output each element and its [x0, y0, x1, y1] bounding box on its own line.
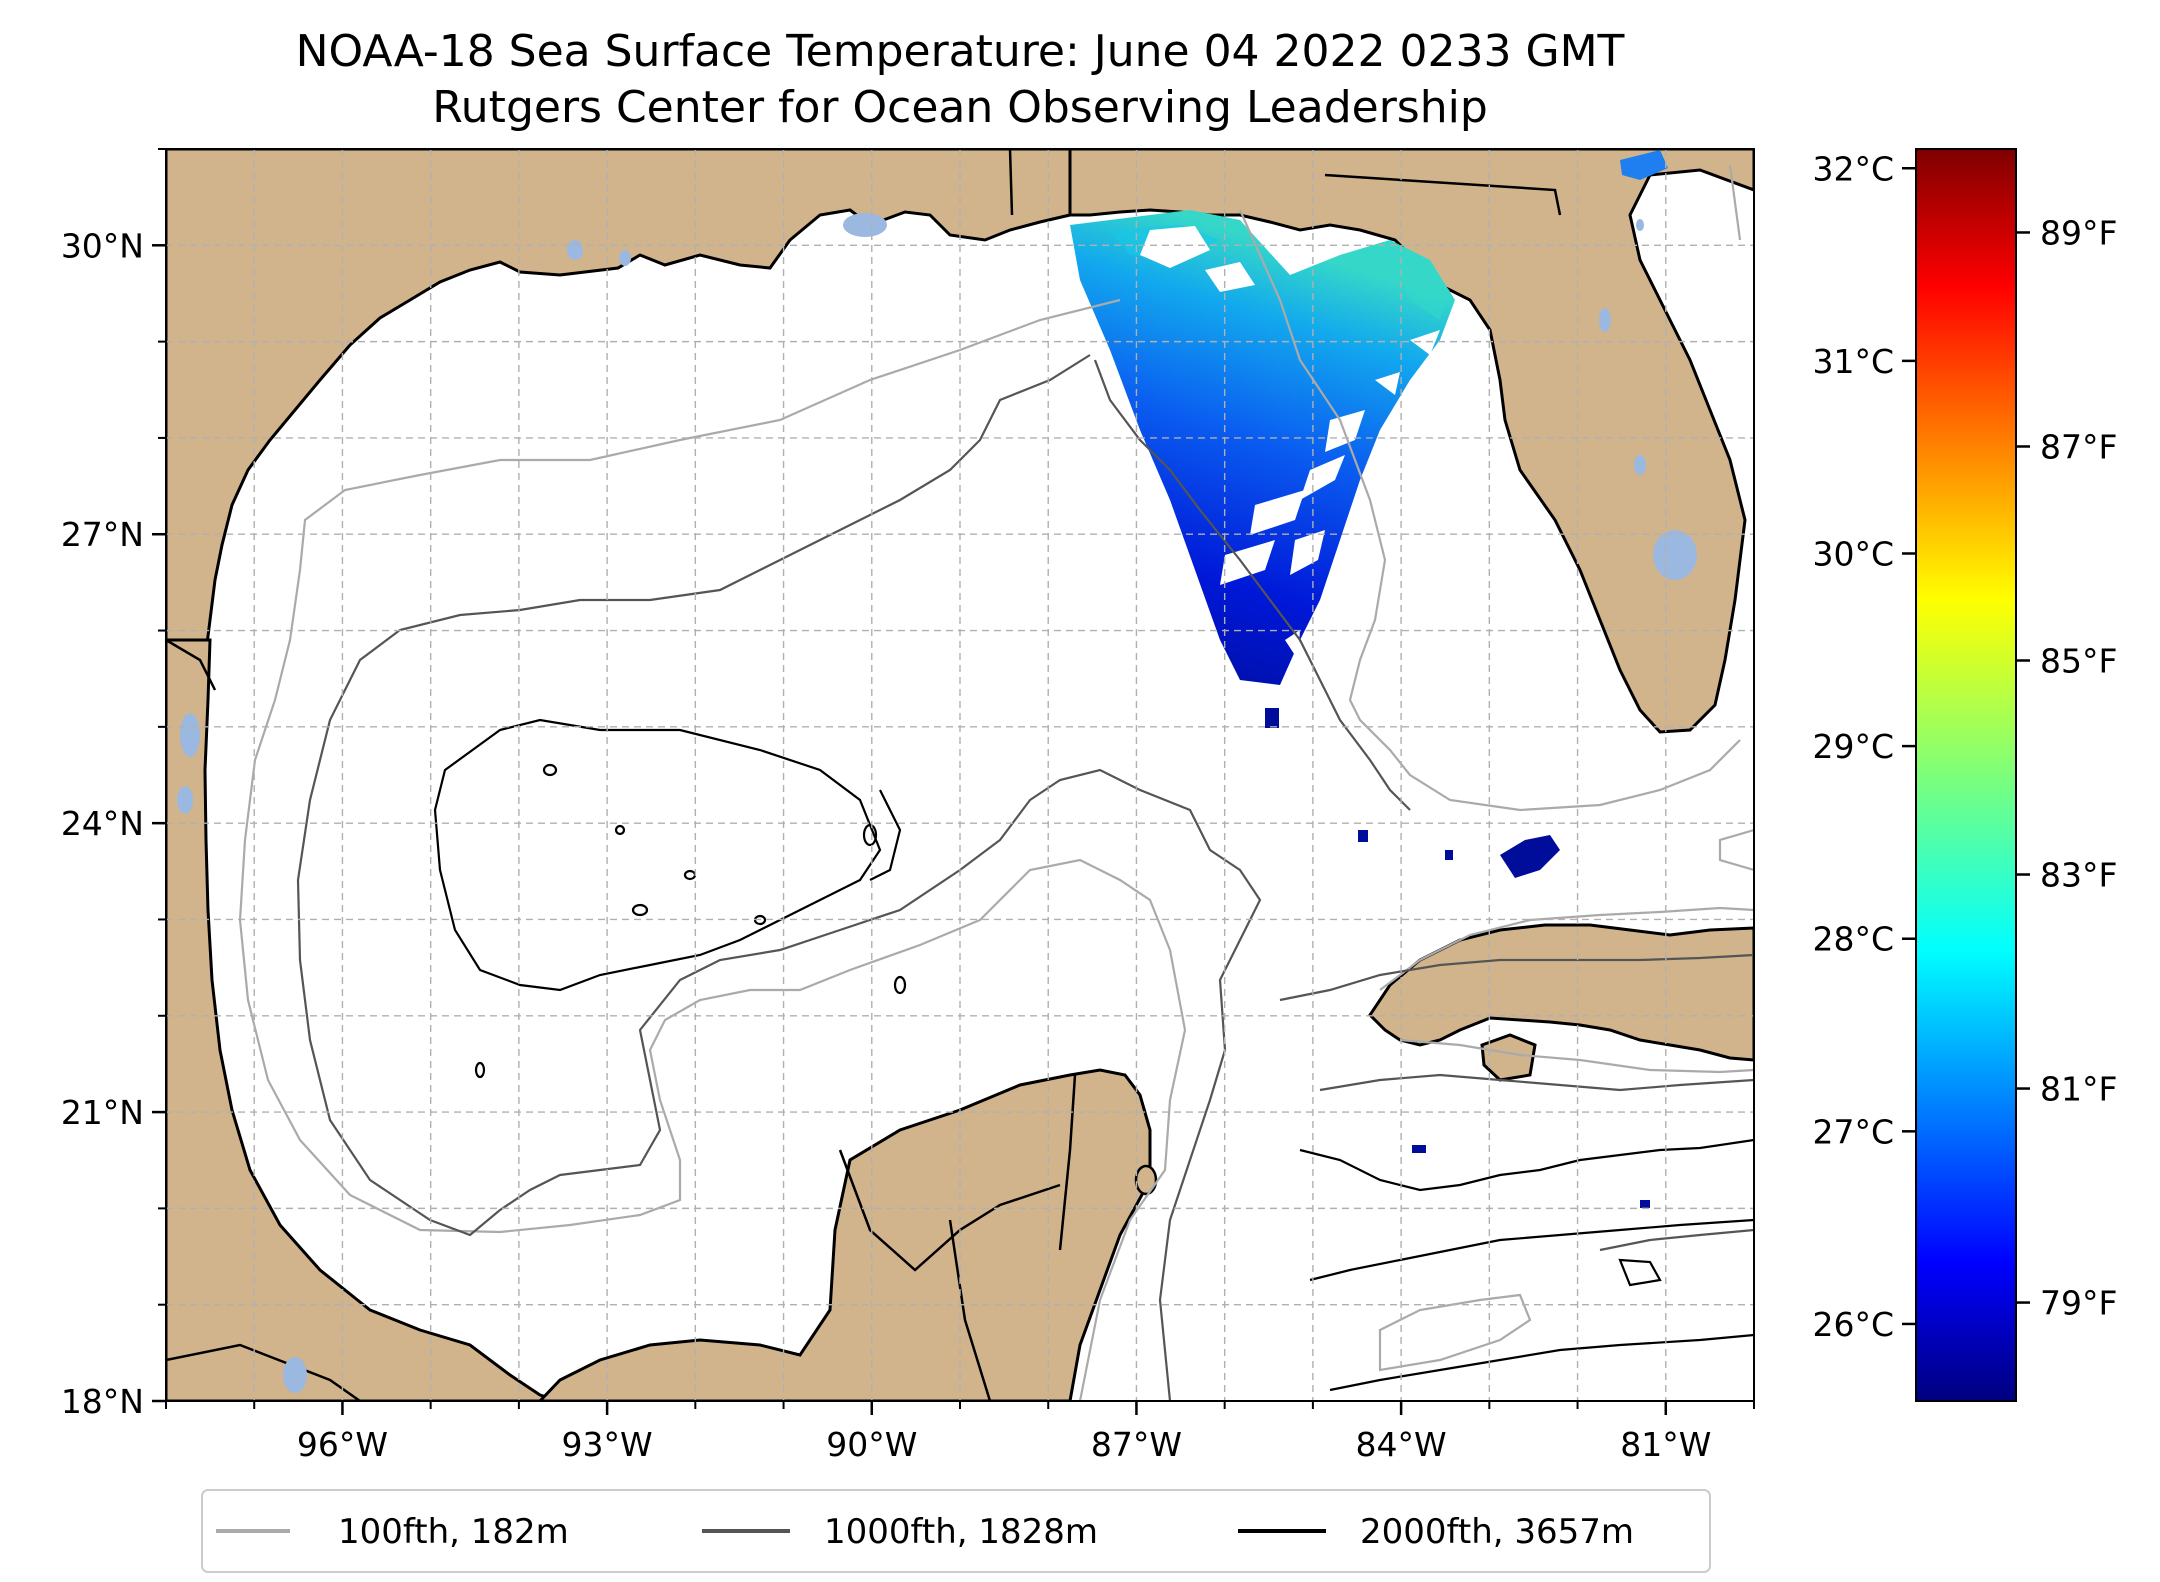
- colorbar-fahrenheit-label: 85°F: [2040, 642, 2117, 681]
- colorbar-celsius-label: 27°C: [1812, 1112, 1894, 1151]
- land-yucatan: [537, 1068, 1152, 1401]
- colorbar-fahrenheit-label: 87°F: [2040, 427, 2117, 466]
- lat-tick-label: 30°N: [61, 226, 144, 265]
- map-area: [166, 149, 1754, 1401]
- colorbar-celsius-label: 28°C: [1812, 920, 1894, 959]
- land-isla-juventud: [1480, 1033, 1537, 1082]
- map-title: NOAA-18 Sea Surface Temperature: June 04…: [296, 26, 1625, 77]
- lon-tick-label: 87°W: [1091, 1425, 1182, 1464]
- legend-box: [201, 1489, 1711, 1573]
- land-cozumel: [1134, 1164, 1158, 1196]
- lat-tick-label: 18°N: [61, 1382, 144, 1421]
- lat-tick-label: 27°N: [61, 515, 144, 554]
- map-subtitle: Rutgers Center for Ocean Observing Leade…: [432, 82, 1488, 133]
- colorbar-celsius-label: 29°C: [1812, 727, 1894, 766]
- colorbar-celsius-label: 32°C: [1812, 149, 1894, 188]
- lon-tick-label: 84°W: [1356, 1425, 1447, 1464]
- lon-tick-label: 93°W: [562, 1425, 653, 1464]
- lat-tick-label: 24°N: [61, 804, 144, 843]
- sst-swath: [1070, 150, 1668, 1208]
- lon-tick-label: 81°W: [1620, 1425, 1711, 1464]
- legend-entry-1000fth: 1000fth, 1828m: [702, 1512, 1098, 1552]
- lon-tick-label: 90°W: [826, 1425, 917, 1464]
- lakes: [177, 213, 1697, 1393]
- colorbar-celsius-label: 31°C: [1812, 342, 1894, 381]
- legend-label-1000fth: 1000fth, 1828m: [824, 1512, 1098, 1552]
- colorbar-celsius-ticks: 26°C 27°C 28°C 29°C 30°C 31°C 32°C: [1812, 149, 1916, 1344]
- land-mexico-west: [166, 638, 561, 1401]
- colorbar-fahrenheit-label: 83°F: [2040, 856, 2117, 895]
- lon-tick-label: 96°W: [297, 1425, 388, 1464]
- colorbar: 26°C 27°C 28°C 29°C 30°C 31°C 32°C 79°F 81°F 83°…: [1812, 148, 2117, 1402]
- lon-axis: 96°W 93°W 90°W 87°W 84°W 81°W: [165, 1401, 1755, 1464]
- colorbar-celsius-label: 30°C: [1812, 534, 1894, 573]
- legend-entry-2000fth: 2000fth, 3657m: [1238, 1512, 1634, 1552]
- lat-tick-label: 21°N: [61, 1093, 144, 1132]
- swath-scattered-pixels: [1265, 708, 1650, 1208]
- colorbar-ramp: [1915, 148, 2017, 1402]
- legend: 100fth, 182m 1000fth, 1828m 2000fth, 365…: [201, 1489, 1711, 1573]
- colorbar-fahrenheit-label: 79°F: [2040, 1284, 2117, 1323]
- isobath-1000fth: [296, 354, 1754, 1401]
- isobath-100fth: [238, 164, 1754, 1401]
- legend-entry-100fth: 100fth, 182m: [216, 1512, 569, 1552]
- legend-label-100fth: 100fth, 182m: [338, 1512, 569, 1552]
- colorbar-celsius-label: 26°C: [1812, 1305, 1894, 1344]
- colorbar-fahrenheit-ticks: 79°F 81°F 83°F 85°F 87°F 89°F: [2016, 213, 2117, 1323]
- legend-label-2000fth: 2000fth, 3657m: [1360, 1512, 1634, 1552]
- colorbar-fahrenheit-label: 89°F: [2040, 213, 2117, 252]
- lat-axis: 18°N 21°N 24°N 27°N 30°N: [61, 148, 166, 1421]
- land-us-gulf-coast: [166, 149, 1072, 662]
- map-grid: [166, 149, 1754, 1401]
- colorbar-fahrenheit-label: 81°F: [2040, 1070, 2117, 1109]
